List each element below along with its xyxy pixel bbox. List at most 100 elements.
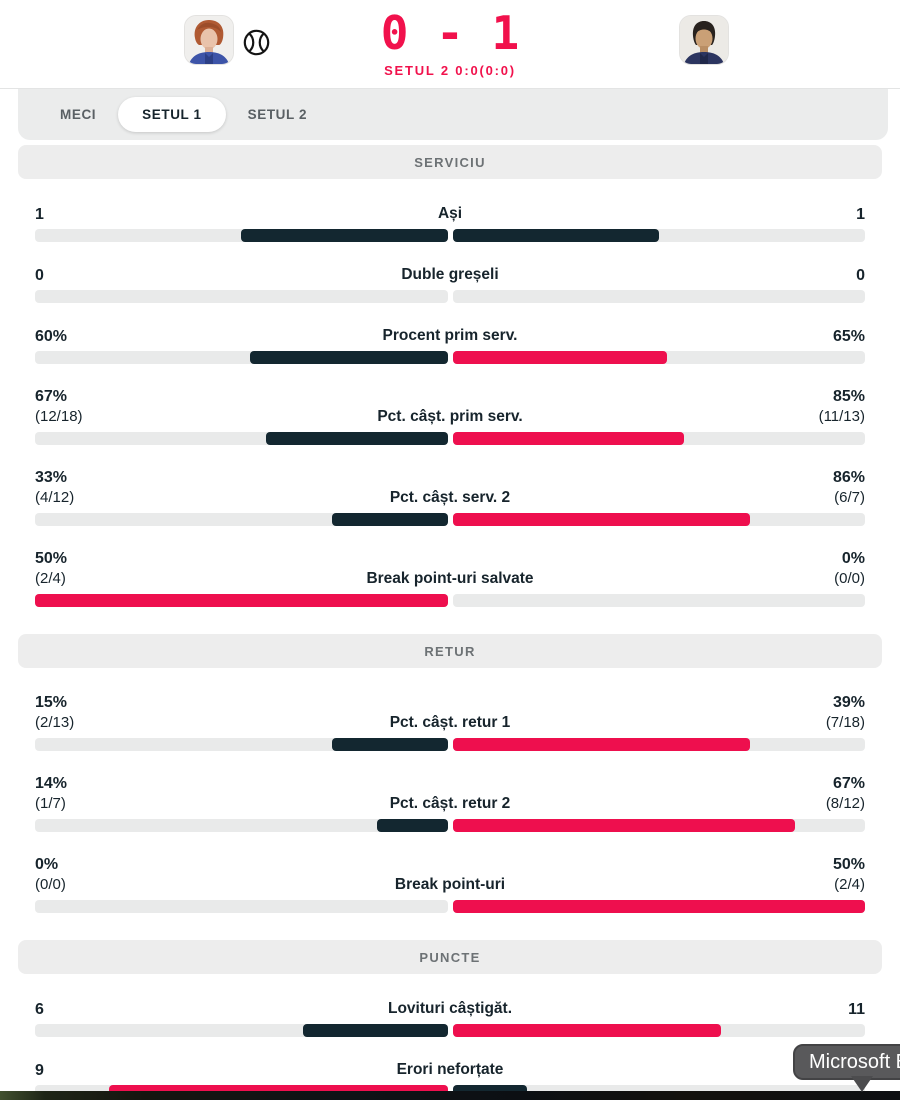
left-player-cell: 15% (2/13) bbox=[35, 693, 380, 733]
stat-row: 60% Procent prim serv. 65% bbox=[35, 326, 865, 364]
left-bar-fill bbox=[35, 594, 448, 607]
right-bar-fill bbox=[452, 432, 684, 445]
section-header-serviciu: SERVICIU bbox=[18, 145, 882, 179]
stat-label: Pct. câșt. prim serv. bbox=[377, 408, 523, 425]
left-bar-track bbox=[35, 1024, 448, 1037]
left-bar-track bbox=[35, 290, 448, 303]
right-player-cell: 85% (11/13) bbox=[533, 387, 865, 427]
right-bar-track bbox=[452, 1024, 865, 1037]
left-value: 0 bbox=[35, 267, 44, 284]
left-value: 50% bbox=[35, 550, 68, 567]
right-bar-track bbox=[452, 351, 865, 364]
right-player-cell: 1 bbox=[472, 205, 865, 224]
right-value: 1 bbox=[856, 206, 865, 223]
right-bar-track bbox=[452, 738, 865, 751]
player-right-photo bbox=[680, 16, 728, 64]
right-player-cell: 39% (7/18) bbox=[520, 693, 865, 733]
left-bar-fill bbox=[332, 738, 448, 751]
right-value: 0 bbox=[856, 267, 865, 284]
right-detail: (0/0) bbox=[834, 570, 865, 587]
left-player-cell: 1 bbox=[35, 205, 428, 224]
left-player-cell: 6 bbox=[35, 1000, 378, 1019]
left-player-cell: 33% (4/12) bbox=[35, 468, 380, 508]
stat-label: Pct. câșt. serv. 2 bbox=[389, 489, 511, 506]
left-value: 9 bbox=[35, 1062, 44, 1079]
left-player-cell: 0% (0/0) bbox=[35, 855, 385, 895]
right-value: 0% bbox=[841, 550, 865, 567]
right-detail: (8/12) bbox=[825, 795, 865, 812]
stat-row: 14% (1/7) Pct. câșt. retur 2 67% (8/12) bbox=[35, 774, 865, 832]
stat-row: 33% (4/12) Pct. câșt. serv. 2 86% (6/7) bbox=[35, 468, 865, 526]
right-value: 11 bbox=[848, 1001, 865, 1018]
right-bar-track bbox=[452, 594, 865, 607]
right-bar-track bbox=[452, 290, 865, 303]
left-value: 1 bbox=[35, 206, 44, 223]
stat-bar bbox=[35, 1024, 865, 1037]
left-bar-track bbox=[35, 594, 448, 607]
left-value: 33% bbox=[35, 469, 68, 486]
player-left-avatar bbox=[184, 15, 234, 65]
left-player-cell: 67% (12/18) bbox=[35, 387, 367, 427]
stat-row: 0% (0/0) Break point-uri 50% (2/4) bbox=[35, 855, 865, 913]
right-player-cell: 11 bbox=[522, 1000, 865, 1019]
left-player-cell: 14% (1/7) bbox=[35, 774, 380, 814]
left-bar-track bbox=[35, 229, 448, 242]
stat-label: Pct. câșt. retur 1 bbox=[389, 714, 511, 731]
left-bar-fill bbox=[303, 1024, 448, 1037]
stat-bar bbox=[35, 594, 865, 607]
right-detail: (2/4) bbox=[834, 876, 865, 893]
tooltip-tail bbox=[851, 1076, 873, 1092]
stat-label: Lovituri câștigăt. bbox=[387, 1000, 513, 1017]
left-bar-track bbox=[35, 513, 448, 526]
left-detail: (0/0) bbox=[35, 876, 66, 893]
left-detail: (2/13) bbox=[35, 714, 75, 731]
current-set-status: SETUL 2 0:0(0:0) bbox=[384, 63, 516, 78]
right-player-cell: 65% bbox=[527, 327, 865, 346]
right-value: 50% bbox=[832, 856, 865, 873]
stat-bar bbox=[35, 819, 865, 832]
match-score: 0 - 1 bbox=[380, 6, 520, 60]
tab-setul-1[interactable]: SETUL 1 bbox=[118, 97, 226, 132]
stat-row: 67% (12/18) Pct. câșt. prim serv. 85% (11/13… bbox=[35, 387, 865, 445]
left-bar-track bbox=[35, 900, 448, 913]
left-bar-track bbox=[35, 432, 448, 445]
right-bar-fill bbox=[452, 900, 865, 913]
right-bar-fill bbox=[452, 738, 750, 751]
right-player-cell: 0 bbox=[509, 266, 865, 285]
right-detail: (7/18) bbox=[825, 714, 865, 731]
right-player-cell: 50% (2/4) bbox=[515, 855, 865, 895]
left-detail: (4/12) bbox=[35, 489, 75, 506]
left-value: 15% bbox=[35, 694, 68, 711]
tab-setul-2[interactable]: SETUL 2 bbox=[247, 107, 308, 122]
tab-bar: MECI SETUL 1 SETUL 2 bbox=[18, 89, 888, 140]
right-value: 65% bbox=[832, 328, 865, 345]
right-value: 86% bbox=[832, 469, 865, 486]
stat-bar bbox=[35, 432, 865, 445]
left-value: 67% bbox=[35, 388, 68, 405]
left-value: 6 bbox=[35, 1001, 44, 1018]
stat-row: 6 Lovituri câștigăt. 11 bbox=[35, 999, 865, 1037]
right-player-cell: 67% (8/12) bbox=[520, 774, 865, 814]
left-bar-fill bbox=[332, 513, 448, 526]
left-bar-track bbox=[35, 738, 448, 751]
left-bar-fill bbox=[241, 229, 448, 242]
left-value: 0% bbox=[35, 856, 59, 873]
right-player-cell: 86% (6/7) bbox=[520, 468, 865, 508]
left-detail: (1/7) bbox=[35, 795, 66, 812]
stat-bar bbox=[35, 513, 865, 526]
stat-row: 0 Duble greșeli 0 bbox=[35, 265, 865, 303]
stat-bar bbox=[35, 900, 865, 913]
right-bar-track bbox=[452, 513, 865, 526]
right-bar-fill bbox=[452, 513, 750, 526]
left-player-cell: 0 bbox=[35, 266, 391, 285]
left-value: 14% bbox=[35, 775, 68, 792]
right-bar-track bbox=[452, 432, 865, 445]
player-left-photo bbox=[185, 16, 233, 64]
stat-label: Break point-uri salvate bbox=[366, 570, 534, 587]
stat-bar bbox=[35, 229, 865, 242]
right-bar-fill bbox=[452, 229, 659, 242]
stat-label: Erori neforțate bbox=[396, 1061, 504, 1078]
tab-meci[interactable]: MECI bbox=[60, 107, 97, 122]
left-player-cell: 9 bbox=[35, 1061, 387, 1080]
stat-label: Procent prim serv. bbox=[382, 327, 518, 344]
